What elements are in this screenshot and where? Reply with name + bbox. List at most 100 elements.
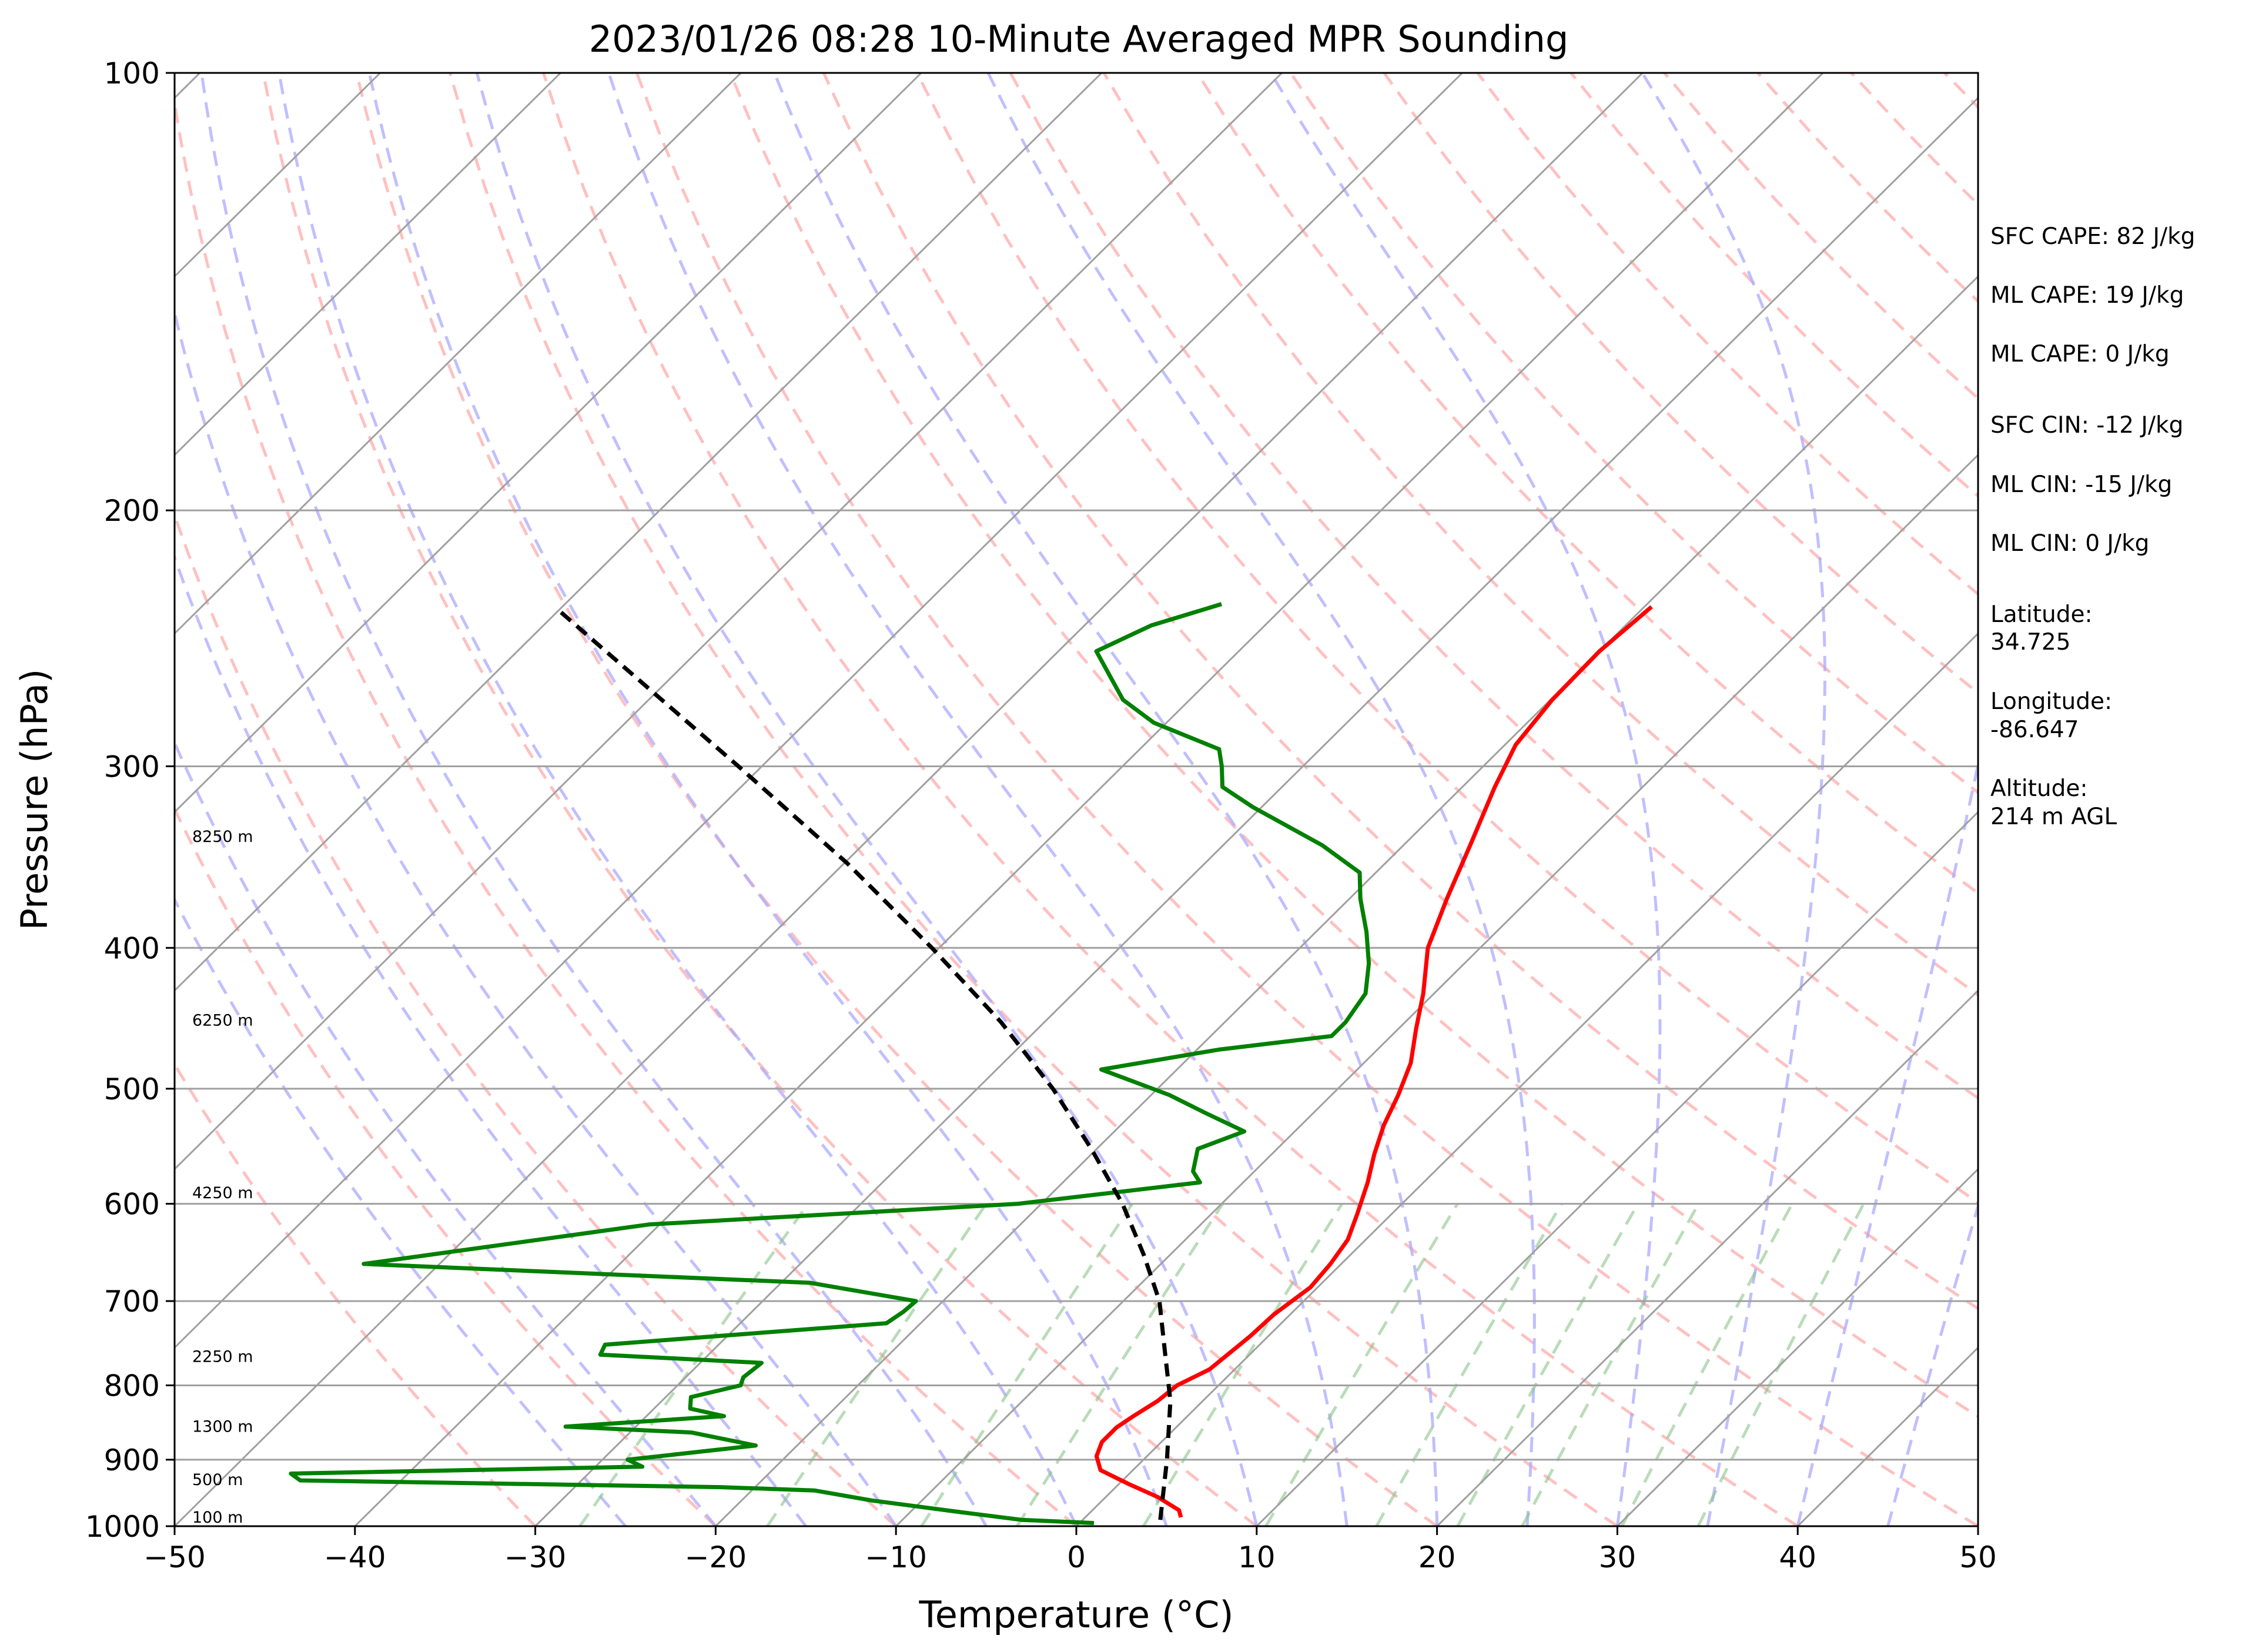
y-axis-label: Pressure (hPa) (13, 669, 56, 931)
dry-adiabat-line (175, 511, 897, 1526)
isotherm-line (534, 96, 1978, 1526)
mixing-ratio-line (1142, 1203, 1344, 1526)
moist-adiabat-line (986, 73, 1536, 1526)
stats-line: ML CAPE: 0 J/kg (1990, 341, 2170, 367)
isotherm-line (175, 73, 1644, 1526)
isotherm-line (1617, 1168, 1978, 1526)
stats-line: SFC CAPE: 82 J/kg (1990, 223, 2195, 250)
moist-adiabat-line (1269, 73, 1662, 1526)
dry-adiabat-line (635, 73, 1978, 1526)
x-axis-label: Temperature (°C) (918, 1593, 1233, 1636)
height-label: 2250 m (192, 1347, 253, 1366)
stats-line: -86.647 (1990, 717, 2079, 743)
background-lines (175, 73, 1978, 1526)
stats-line: ML CIN: -15 J/kg (1990, 471, 2172, 498)
mixing-ratio-line (1521, 1203, 1700, 1526)
isotherm-line (1256, 811, 1978, 1526)
isotherm-line (175, 73, 742, 635)
isotherm-line (715, 275, 1978, 1526)
x-tick-label: −50 (143, 1540, 206, 1574)
isotherm-line (175, 73, 381, 278)
x-tick-label: 20 (1418, 1540, 1456, 1574)
x-tick-label: −40 (324, 1540, 386, 1574)
mixing-ratio-line (578, 1203, 809, 1526)
moist-adiabat-line (773, 73, 1439, 1526)
profile-series-line-3 (556, 608, 1173, 1520)
dry-adiabat-line (175, 1061, 537, 1526)
mixing-ratio-line (1016, 1203, 1224, 1526)
y-tick-label: 500 (104, 1072, 160, 1106)
x-tick-label: −20 (685, 1540, 747, 1574)
stats-line: Latitude: (1990, 601, 2093, 628)
data-lines (289, 602, 1653, 1526)
x-tick-label: 10 (1238, 1540, 1276, 1574)
y-tick-label: 700 (104, 1285, 160, 1319)
height-labels: 100 m 500 m 1300 m 2250 m 4250 m 6250 m 8250 m (192, 828, 253, 1527)
x-tick-label: 0 (1067, 1540, 1086, 1574)
dry-adiabat-line (1009, 73, 1978, 1100)
dry-adiabat-line (175, 93, 1078, 1526)
moist-adiabat-line (175, 306, 898, 1526)
height-label: 4250 m (192, 1184, 253, 1202)
dry-adiabat-line (1102, 73, 1978, 997)
moist-adiabat-line (367, 73, 1168, 1526)
isotherm-line (175, 73, 1283, 1171)
moist-adiabat-line (475, 73, 1259, 1526)
stats-line: 214 m AGL (1990, 804, 2117, 830)
dry-adiabat-line (1383, 73, 1978, 695)
x-axis-ticks: −50 −40 −30 −20 −10 0 10 20 30 40 50 (143, 1526, 1997, 1574)
isotherm-line (895, 453, 1978, 1526)
stats-line: ML CIN: 0 J/kg (1990, 530, 2149, 557)
moist-adiabat-line (200, 73, 988, 1526)
y-axis-ticks: 100 200 300 400 500 600 700 800 900 1000 (85, 56, 175, 1544)
isotherm-line (175, 73, 1463, 1349)
height-label: 500 m (192, 1471, 243, 1489)
moist-adiabat-line (175, 897, 627, 1526)
height-label: 100 m (192, 1509, 243, 1527)
y-tick-label: 200 (104, 494, 160, 528)
mixing-ratio-line (920, 1203, 1134, 1526)
dry-adiabat-line (728, 73, 1978, 1419)
dry-adiabat-line (262, 73, 1258, 1526)
sounding-stats: SFC CAPE: 82 J/kg ML CAPE: 19 J/kg ML CAPE… (1990, 223, 2195, 830)
dry-adiabat-line (915, 73, 1978, 1205)
stats-line: 34.725 (1990, 629, 2070, 656)
x-tick-label: 50 (1959, 1540, 1997, 1574)
dry-adiabat-line (542, 73, 1799, 1526)
y-tick-label: 100 (104, 56, 160, 91)
stats-line: Longitude: (1990, 688, 2112, 715)
x-tick-label: −10 (865, 1540, 927, 1574)
isotherm-line (1436, 989, 1978, 1526)
stats-line: ML CAPE: 19 J/kg (1990, 282, 2184, 309)
height-label: 8250 m (192, 828, 253, 846)
moist-adiabat-line (277, 73, 1078, 1526)
mixing-ratio-line (766, 1203, 988, 1526)
height-label: 6250 m (192, 1012, 253, 1030)
moist-adiabat-line (1641, 73, 1826, 1526)
moist-adiabat-line (1796, 757, 1978, 1526)
dry-adiabat-line (355, 73, 1438, 1526)
y-tick-label: 600 (104, 1188, 160, 1222)
moist-adiabat-line (1886, 1200, 1978, 1526)
moist-adiabat-line (607, 73, 1348, 1526)
x-tick-label: 40 (1779, 1540, 1816, 1574)
y-tick-label: 300 (104, 750, 160, 784)
dry-adiabat-line (449, 73, 1618, 1526)
y-tick-label: 900 (104, 1443, 160, 1477)
profile-series-line-1 (1094, 605, 1653, 1518)
chart-title: 2023/01/26 08:28 10-Minute Averaged MPR … (589, 18, 1569, 61)
isotherm-line (175, 73, 922, 814)
dry-adiabat-line (1289, 73, 1978, 795)
y-tick-label: 800 (104, 1369, 160, 1403)
dry-adiabat-line (175, 805, 717, 1526)
isotherm-line (175, 73, 561, 456)
x-tick-label: 30 (1599, 1540, 1637, 1574)
y-tick-label: 400 (104, 931, 160, 965)
profile-series-line-2 (289, 602, 1371, 1526)
stats-line: SFC CIN: -12 J/kg (1990, 412, 2183, 439)
y-tick-label: 1000 (85, 1510, 160, 1544)
x-tick-label: −30 (504, 1540, 567, 1574)
isotherm-line (175, 73, 1103, 992)
dry-adiabat-line (822, 73, 1978, 1310)
